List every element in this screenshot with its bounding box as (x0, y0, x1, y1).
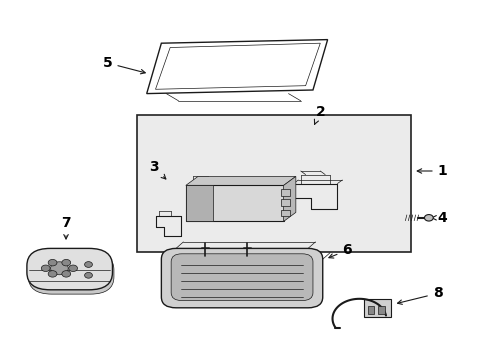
Text: 5: 5 (102, 56, 145, 74)
Circle shape (68, 265, 77, 271)
Circle shape (84, 262, 92, 267)
Bar (364, 299, 390, 317)
Polygon shape (283, 176, 295, 221)
Text: 3: 3 (149, 161, 165, 179)
Text: 8: 8 (397, 287, 442, 304)
Bar (367, 306, 373, 314)
Polygon shape (146, 40, 327, 94)
Circle shape (424, 215, 432, 221)
Text: 7: 7 (61, 216, 71, 239)
Polygon shape (185, 176, 295, 185)
Circle shape (48, 260, 57, 266)
Text: 4: 4 (431, 211, 447, 225)
Text: 2: 2 (314, 105, 325, 124)
Circle shape (51, 262, 68, 275)
Bar (281, 189, 289, 196)
Bar (281, 199, 289, 206)
FancyBboxPatch shape (171, 254, 312, 301)
Polygon shape (185, 185, 212, 221)
Circle shape (62, 271, 71, 277)
Circle shape (48, 271, 57, 277)
FancyBboxPatch shape (161, 248, 322, 308)
Circle shape (62, 260, 71, 266)
Text: 1: 1 (416, 164, 447, 178)
FancyBboxPatch shape (28, 253, 114, 294)
Bar (281, 210, 289, 216)
FancyBboxPatch shape (27, 248, 112, 290)
Text: 6: 6 (328, 243, 351, 258)
Bar (137, 115, 410, 252)
Polygon shape (185, 185, 283, 221)
Circle shape (41, 265, 50, 271)
Bar (378, 306, 384, 314)
Circle shape (84, 273, 92, 278)
